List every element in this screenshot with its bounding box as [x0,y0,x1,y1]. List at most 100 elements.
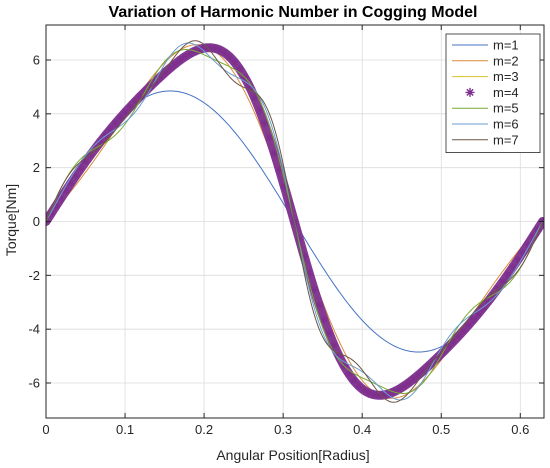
series-marker-m=4 [171,59,180,68]
x-axis-label: Angular Position[Radius] [216,447,369,463]
series-marker-m=4 [280,182,289,191]
series-marker-m=4 [66,179,75,188]
series-marker-m=4 [384,389,393,398]
y-tick-label: 6 [33,52,40,67]
series-marker-m=4 [513,255,522,264]
series-marker-m=4 [518,248,527,257]
y-tick-label: 0 [33,214,40,229]
series-marker-m=4 [533,225,542,234]
legend-label: m=2 [493,53,519,68]
series-marker-m=4 [349,376,358,385]
series-marker-m=4 [106,125,115,134]
series-marker-m=4 [116,113,125,122]
series-marker-m=4 [344,369,353,378]
series-marker-m=4 [454,332,463,341]
series-marker-m=4 [419,366,428,375]
series-marker-m=4 [270,149,279,158]
series-marker-m=4 [220,48,229,57]
series-marker-m=4 [136,92,145,101]
series-marker-m=4 [181,52,190,61]
y-tick-label: 4 [33,106,40,121]
legend-entry-m=3: m=3 [452,69,519,84]
series-marker-m=4 [51,201,60,210]
series-marker-m=4 [81,157,90,166]
series-marker-m=4 [76,164,85,173]
series-marker-m=4 [330,341,339,350]
series-marker-m=4 [464,321,473,330]
series-marker-m=4 [285,199,294,208]
series-marker-m=4 [195,45,204,54]
x-tick-label: 0.1 [116,422,134,437]
series-marker-m=4 [230,58,239,67]
x-tick-label: 0.3 [274,422,292,437]
chart-title: Variation of Harmonic Number in Cogging … [109,4,478,21]
series-marker-m=4 [210,44,219,53]
series-marker-m=4 [523,240,532,249]
series-marker-m=4 [459,326,468,335]
series-marker-m=4 [250,93,259,102]
x-tick-label: 0.4 [353,422,371,437]
legend-entry-m=7: m=7 [452,132,519,147]
series-marker-m=4 [275,165,284,174]
series-marker-m=4 [46,209,55,218]
legend-entry-m=5: m=5 [452,101,519,116]
series-marker-m=4 [215,46,224,55]
series-marker-m=4 [359,386,368,395]
series-marker-m=4 [379,390,388,399]
series-marker-m=4 [265,133,274,142]
legend-marker-m=4 [465,87,475,97]
legend-entry-m=4: m=4 [465,85,519,100]
x-tick-label: 0.5 [432,422,450,437]
series-marker-m=4 [111,119,120,128]
series-marker-m=4 [474,309,483,318]
series-marker-m=4 [300,252,309,261]
y-axis-label: Torque[Nm] [3,184,19,256]
y-tick-label: -4 [28,322,40,337]
series-marker-m=4 [56,194,65,203]
series-marker-m=4 [374,391,383,400]
series-marker-m=4 [449,337,458,346]
series-line-m=7 [46,40,544,403]
series-marker-m=4 [245,82,254,91]
series-marker-m=4 [399,382,408,391]
series-marker-m=4 [394,385,403,394]
series-marker-m=4 [235,65,244,74]
x-tick-label: 0 [42,422,49,437]
legend-entry-m=1: m=1 [452,38,519,53]
series-marker-m=4 [61,186,70,195]
legend-label: m=3 [493,69,519,84]
legend-box [445,33,541,153]
series-marker-m=4 [131,97,140,106]
series-marker-m=4 [444,342,453,351]
legend-label: m=6 [493,117,519,132]
series-marker-m=4 [498,277,507,286]
series-marker-m=4 [320,315,329,324]
series-marker-m=4 [166,64,175,73]
series-marker-m=4 [369,390,378,399]
legend-label: m=7 [493,132,519,147]
series-marker-m=4 [205,43,214,52]
series-marker-m=4 [146,82,155,91]
series-marker-m=4 [310,285,319,294]
series-marker-m=4 [508,263,517,272]
series-marker-m=4 [315,301,324,310]
series-marker-m=4 [71,171,80,180]
series-marker-m=4 [354,381,363,390]
series-marker-m=4 [414,370,423,379]
series-marker-m=4 [186,49,195,58]
series-marker-m=4 [126,102,135,111]
legend-entry-m=2: m=2 [452,53,519,68]
series-marker-m=4 [434,352,443,361]
legend-label: m=5 [493,101,519,116]
legend: m=1m=2m=3m=4m=5m=6m=7 [445,33,541,153]
legend-entry-m=6: m=6 [452,117,519,132]
series-marker-m=4 [225,53,234,62]
x-tick-label: 0.2 [195,422,213,437]
series-group [46,40,544,403]
x-tick-label: 0.6 [511,422,529,437]
y-tick-label: 2 [33,160,40,175]
series-marker-m=4 [295,235,304,244]
series-marker-m=4 [96,137,105,146]
legend-label: m=1 [493,38,519,53]
